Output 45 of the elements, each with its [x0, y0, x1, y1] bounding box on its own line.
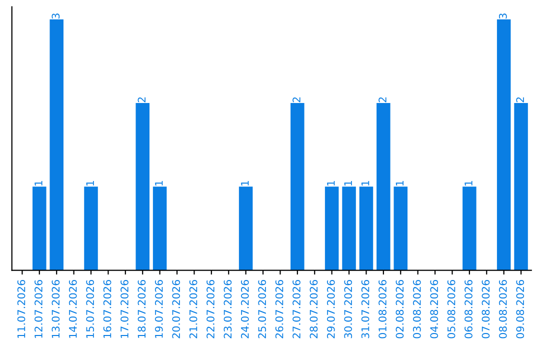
- data-label: 1: [464, 180, 472, 186]
- x-tick-label: 08.08.2026: [498, 280, 507, 338]
- x-tick-label: 17.07.2026: [120, 280, 128, 338]
- x-tick-label: 19.07.2026: [154, 280, 163, 338]
- x-tick-label: 15.07.2026: [86, 280, 94, 338]
- data-label: 2: [378, 97, 386, 102]
- data-label: 3: [52, 14, 60, 19]
- data-label: 1: [34, 180, 42, 186]
- x-tick-label: 05.08.2026: [447, 280, 456, 338]
- x-tick-label: 31.07.2026: [361, 280, 370, 338]
- data-label: 2: [138, 97, 146, 102]
- x-tick-label: 27.07.2026: [292, 280, 300, 338]
- x-tick-label: 28.07.2026: [310, 280, 318, 338]
- x-tick-label: 07.08.2026: [482, 280, 490, 338]
- x-tick-label: 21.07.2026: [189, 280, 198, 338]
- x-tick-label: 09.08.2026: [516, 280, 524, 338]
- data-label: 2: [516, 97, 524, 102]
- x-tick-label: 14.07.2026: [68, 280, 77, 338]
- data-label: 1: [241, 180, 249, 186]
- x-tick-label: 11.07.2026: [17, 280, 26, 338]
- x-tick-label: 02.08.2026: [396, 280, 404, 338]
- data-label: 3: [498, 14, 507, 19]
- x-tick-label: 06.08.2026: [464, 280, 472, 338]
- x-tick-label: 30.07.2026: [344, 280, 352, 338]
- data-label: 1: [344, 180, 352, 186]
- x-tick-label: 23.07.2026: [224, 280, 232, 338]
- x-tick-label: 01.08.2026: [378, 280, 386, 338]
- data-label: 2: [292, 97, 300, 102]
- data-label: 1: [362, 180, 370, 186]
- data-label: 1: [396, 180, 404, 186]
- x-tick-label: 24.07.2026: [240, 280, 249, 338]
- x-tick-label: 20.07.2026: [172, 280, 180, 338]
- x-tick-label: 04.08.2026: [430, 280, 438, 338]
- x-tick-label: 22.07.2026: [206, 280, 214, 338]
- data-label: 1: [86, 180, 94, 186]
- x-tick-label: 26.07.2026: [275, 280, 284, 338]
- data-label: 1: [155, 180, 163, 186]
- x-tick-label: 25.07.2026: [258, 280, 266, 338]
- x-tick-label: 12.07.2026: [34, 280, 42, 338]
- x-tick-label: 13.07.2026: [52, 280, 60, 338]
- x-tick-label: 16.07.2026: [103, 280, 112, 338]
- data-label: 1: [327, 180, 335, 186]
- x-tick-label: 03.08.2026: [412, 280, 421, 338]
- x-tick-label: 29.07.2026: [326, 280, 335, 338]
- x-tick-label: 18.07.2026: [138, 280, 146, 338]
